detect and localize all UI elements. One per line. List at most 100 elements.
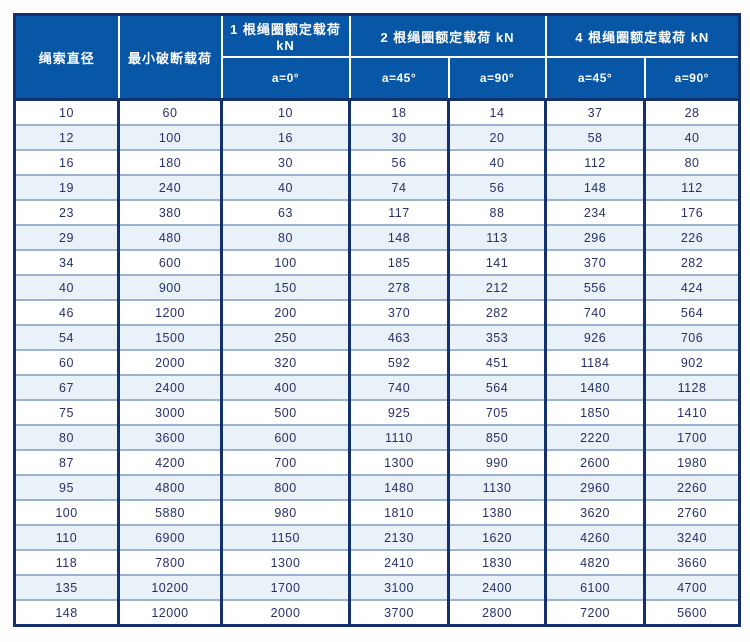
table-cell: 424 <box>643 274 742 300</box>
rope-load-spec-table: 绳索直径 最小破断载荷 1 根绳圈额定载荷 kN 2 根绳圈额定载荷 kN 4 … <box>13 13 742 627</box>
table-cell: 980 <box>220 499 351 525</box>
table-cell: 4820 <box>544 549 647 575</box>
table-cell: 3100 <box>348 574 450 600</box>
table-cell: 34 <box>13 249 120 275</box>
table-cell: 112 <box>643 174 742 200</box>
table-cell: 463 <box>348 324 450 350</box>
table-cell: 100 <box>117 124 223 150</box>
table-cell: 3600 <box>117 424 223 450</box>
table-cell: 150 <box>220 274 351 300</box>
table-cell: 6900 <box>117 524 223 550</box>
table-cell: 58 <box>544 124 647 150</box>
table-row: 80 3600 600 1110 850 2220 1700 <box>13 424 742 450</box>
table-cell: 556 <box>544 274 647 300</box>
table-row: 34 600 100 185 141 370 282 <box>13 249 742 275</box>
header-group-1-leg: 1 根绳圈额定载荷 kN <box>220 13 351 58</box>
table-cell: 30 <box>220 149 351 175</box>
table-body: 10 60 10 18 14 37 28 12 100 16 30 20 58 40 16 180 30 56 40… <box>13 98 742 626</box>
table-cell: 370 <box>348 299 450 325</box>
table-cell: 2410 <box>348 549 450 575</box>
table-cell: 353 <box>446 324 548 350</box>
table-cell: 564 <box>643 299 742 325</box>
table-cell: 2130 <box>348 524 450 550</box>
table-cell: 1500 <box>117 324 223 350</box>
table-cell: 60 <box>117 98 223 125</box>
table-cell: 212 <box>446 274 548 300</box>
table-cell: 141 <box>446 249 548 275</box>
table-cell: 1110 <box>348 424 450 450</box>
table-cell: 278 <box>348 274 450 300</box>
table-cell: 6100 <box>544 574 647 600</box>
table-cell: 88 <box>446 199 548 225</box>
table-cell: 16 <box>13 149 120 175</box>
table-cell: 1700 <box>220 574 351 600</box>
table-cell: 1130 <box>446 474 548 500</box>
table-cell: 40 <box>446 149 548 175</box>
header-min-breaking-load: 最小破断载荷 <box>117 13 223 101</box>
table-cell: 296 <box>544 224 647 250</box>
table-cell: 110 <box>13 524 120 550</box>
table-cell: 3240 <box>643 524 742 550</box>
table-cell: 37 <box>544 98 647 125</box>
table-cell: 112 <box>544 149 647 175</box>
header-angle-90-2leg: a=90° <box>447 56 547 101</box>
table-cell: 4260 <box>544 524 647 550</box>
table-cell: 113 <box>446 224 548 250</box>
table-cell: 5600 <box>643 599 742 626</box>
table-cell: 28 <box>643 98 742 125</box>
header-group-2-leg: 2 根绳圈额定载荷 kN <box>348 13 547 58</box>
table-cell: 40 <box>643 124 742 150</box>
table-cell: 1700 <box>643 424 742 450</box>
table-cell: 600 <box>117 249 223 275</box>
table-cell: 3000 <box>117 399 223 425</box>
table-row: 16 180 30 56 40 112 80 <box>13 149 742 175</box>
table-cell: 234 <box>544 199 647 225</box>
table-cell: 135 <box>13 574 120 600</box>
table-cell: 1830 <box>446 549 548 575</box>
table-cell: 740 <box>348 374 450 400</box>
header-angle-row: a=0° a=45° a=90° a=45° a=90° <box>15 56 741 101</box>
table-row: 60 2000 320 592 451 1184 902 <box>13 349 742 375</box>
table-row: 67 2400 400 740 564 1480 1128 <box>13 374 742 400</box>
table-cell: 40 <box>13 274 120 300</box>
header-angle-90-4leg: a=90° <box>643 56 741 101</box>
table-cell: 29 <box>13 224 120 250</box>
table-row: 100 5880 980 1810 1380 3620 2760 <box>13 499 742 525</box>
table-row: 87 4200 700 1300 990 2600 1980 <box>13 449 742 475</box>
table-cell: 900 <box>117 274 223 300</box>
table-cell: 54 <box>13 324 120 350</box>
table-cell: 10200 <box>117 574 223 600</box>
table-cell: 10 <box>220 98 351 125</box>
table-cell: 117 <box>348 199 450 225</box>
table-cell: 480 <box>117 224 223 250</box>
table-cell: 148 <box>13 599 120 626</box>
table-cell: 740 <box>544 299 647 325</box>
table-cell: 320 <box>220 349 351 375</box>
table-cell: 56 <box>348 149 450 175</box>
table-cell: 2400 <box>117 374 223 400</box>
table-cell: 1410 <box>643 399 742 425</box>
table-cell: 2760 <box>643 499 742 525</box>
table-row: 10 60 10 18 14 37 28 <box>13 98 742 125</box>
table-cell: 67 <box>13 374 120 400</box>
table-cell: 10 <box>13 98 120 125</box>
table-cell: 148 <box>348 224 450 250</box>
table-cell: 1850 <box>544 399 647 425</box>
table-cell: 7800 <box>117 549 223 575</box>
table-cell: 56 <box>446 174 548 200</box>
header-rope-diameter: 绳索直径 <box>13 13 120 101</box>
table-row: 23 380 63 117 88 234 176 <box>13 199 742 225</box>
table-cell: 380 <box>117 199 223 225</box>
table-cell: 1300 <box>348 449 450 475</box>
table-cell: 240 <box>117 174 223 200</box>
table-cell: 18 <box>348 98 450 125</box>
header-angle-45-2leg: a=45° <box>348 56 450 101</box>
table-cell: 1184 <box>544 349 647 375</box>
header-group-row: 绳索直径 最小破断载荷 1 根绳圈额定载荷 kN 2 根绳圈额定载荷 kN 4 … <box>13 13 741 101</box>
table-cell: 148 <box>544 174 647 200</box>
table-header: 绳索直径 最小破断载荷 1 根绳圈额定载荷 kN 2 根绳圈额定载荷 kN 4 … <box>13 13 741 101</box>
table-row: 110 6900 1150 2130 1620 4260 3240 <box>13 524 742 550</box>
table-cell: 12000 <box>117 599 223 626</box>
table-row: 12 100 16 30 20 58 40 <box>13 124 742 150</box>
table-row: 19 240 40 74 56 148 112 <box>13 174 742 200</box>
